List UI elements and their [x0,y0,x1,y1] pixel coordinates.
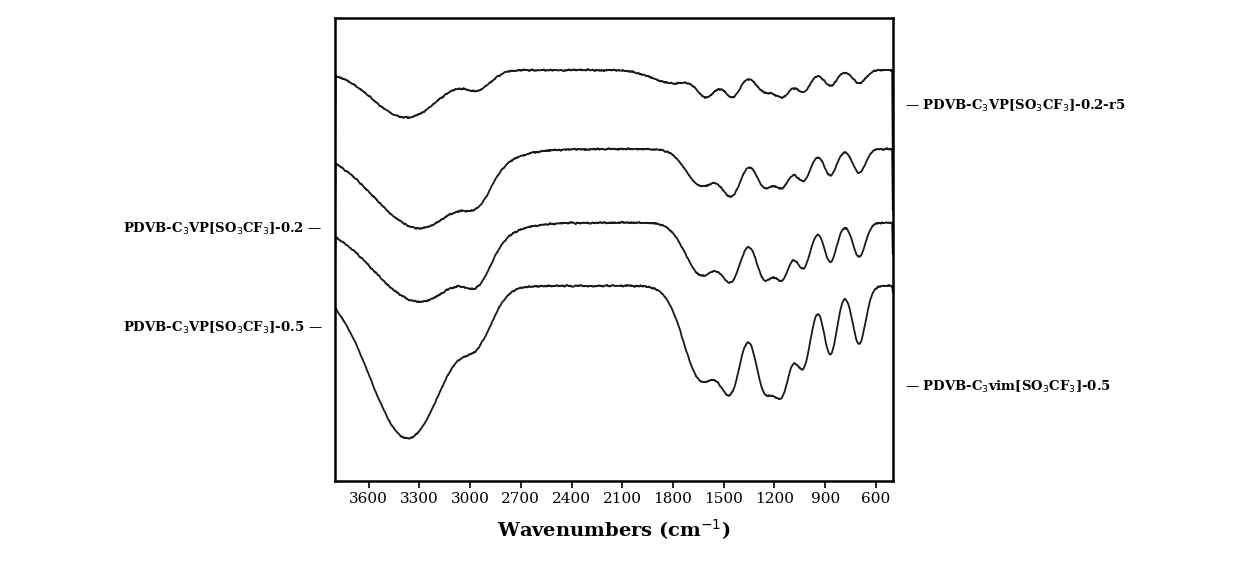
X-axis label: Wavenumbers (cm$^{-1}$): Wavenumbers (cm$^{-1}$) [497,517,730,542]
Text: PDVB-C$_3$VP[SO$_3$CF$_3$]-0.5 —: PDVB-C$_3$VP[SO$_3$CF$_3$]-0.5 — [123,320,322,336]
Text: — PDVB-C$_3$vim[SO$_3$CF$_3$]-0.5: — PDVB-C$_3$vim[SO$_3$CF$_3$]-0.5 [905,379,1111,395]
Text: PDVB-C$_3$VP[SO$_3$CF$_3$]-0.2 —: PDVB-C$_3$VP[SO$_3$CF$_3$]-0.2 — [123,220,322,237]
Text: — PDVB-C$_3$VP[SO$_3$CF$_3$]-0.2-r5: — PDVB-C$_3$VP[SO$_3$CF$_3$]-0.2-r5 [905,97,1126,114]
